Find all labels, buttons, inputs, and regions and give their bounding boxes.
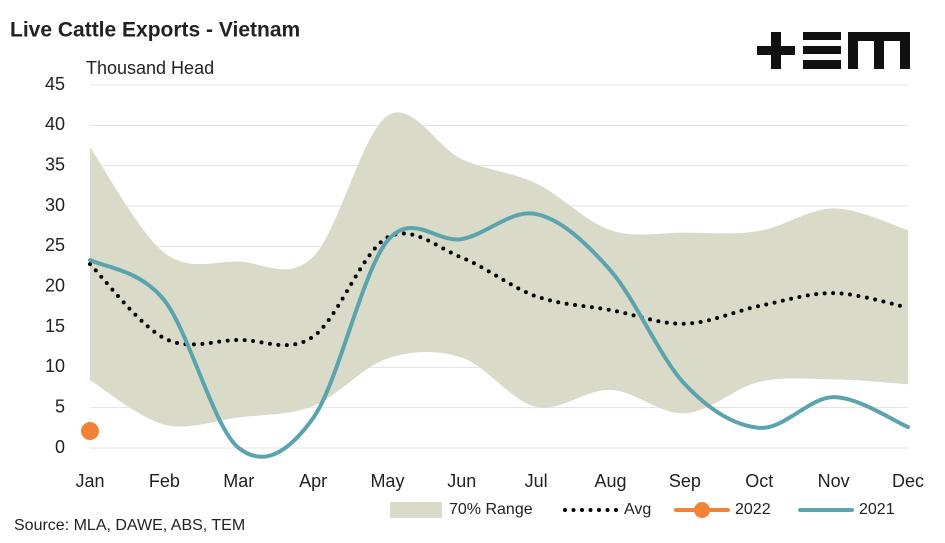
legend-swatch: [390, 502, 442, 518]
x-tick-label: Jul: [525, 471, 548, 491]
legend-marker: [694, 502, 710, 518]
legend-label: 70% Range: [449, 501, 533, 518]
x-tick-label: Feb: [149, 471, 180, 491]
y-tick-label: 10: [45, 356, 65, 376]
line-2021: [88, 211, 910, 459]
y-tick-label: 35: [45, 154, 65, 174]
legend-label: Avg: [624, 501, 651, 518]
y-tick-label: 15: [45, 316, 65, 336]
legend-label: 2021: [859, 501, 895, 518]
chart-title: Live Cattle Exports - Vietnam: [10, 19, 300, 42]
y-tick-label: 30: [45, 195, 65, 215]
x-tick-label: Dec: [892, 471, 924, 491]
x-tick-label: Mar: [223, 471, 254, 491]
x-tick-label: Aug: [595, 471, 627, 491]
x-tick-label: Sep: [669, 471, 701, 491]
x-tick-label: Jun: [447, 471, 476, 491]
y-tick-label: 20: [45, 275, 65, 295]
x-tick-label: May: [370, 471, 404, 491]
y-tick-label: 45: [45, 74, 65, 94]
legend-label: 2022: [735, 501, 771, 518]
chart-subtitle: Thousand Head: [86, 58, 214, 78]
logo: [757, 32, 910, 69]
y-tick-label: 0: [55, 437, 65, 457]
marker: [81, 422, 99, 441]
y-tick-label: 40: [45, 114, 65, 134]
y-tick-label: 25: [45, 235, 65, 255]
x-tick-label: Oct: [745, 471, 773, 491]
x-tick-label: Apr: [299, 471, 327, 491]
range-area: [90, 112, 908, 427]
x-tick-label: Nov: [818, 471, 850, 491]
source: Source: MLA, DAWE, ABS, TEM: [14, 517, 245, 534]
y-tick-label: 5: [55, 396, 65, 416]
line-avg: [88, 231, 910, 348]
x-tick-label: Jan: [75, 471, 104, 491]
